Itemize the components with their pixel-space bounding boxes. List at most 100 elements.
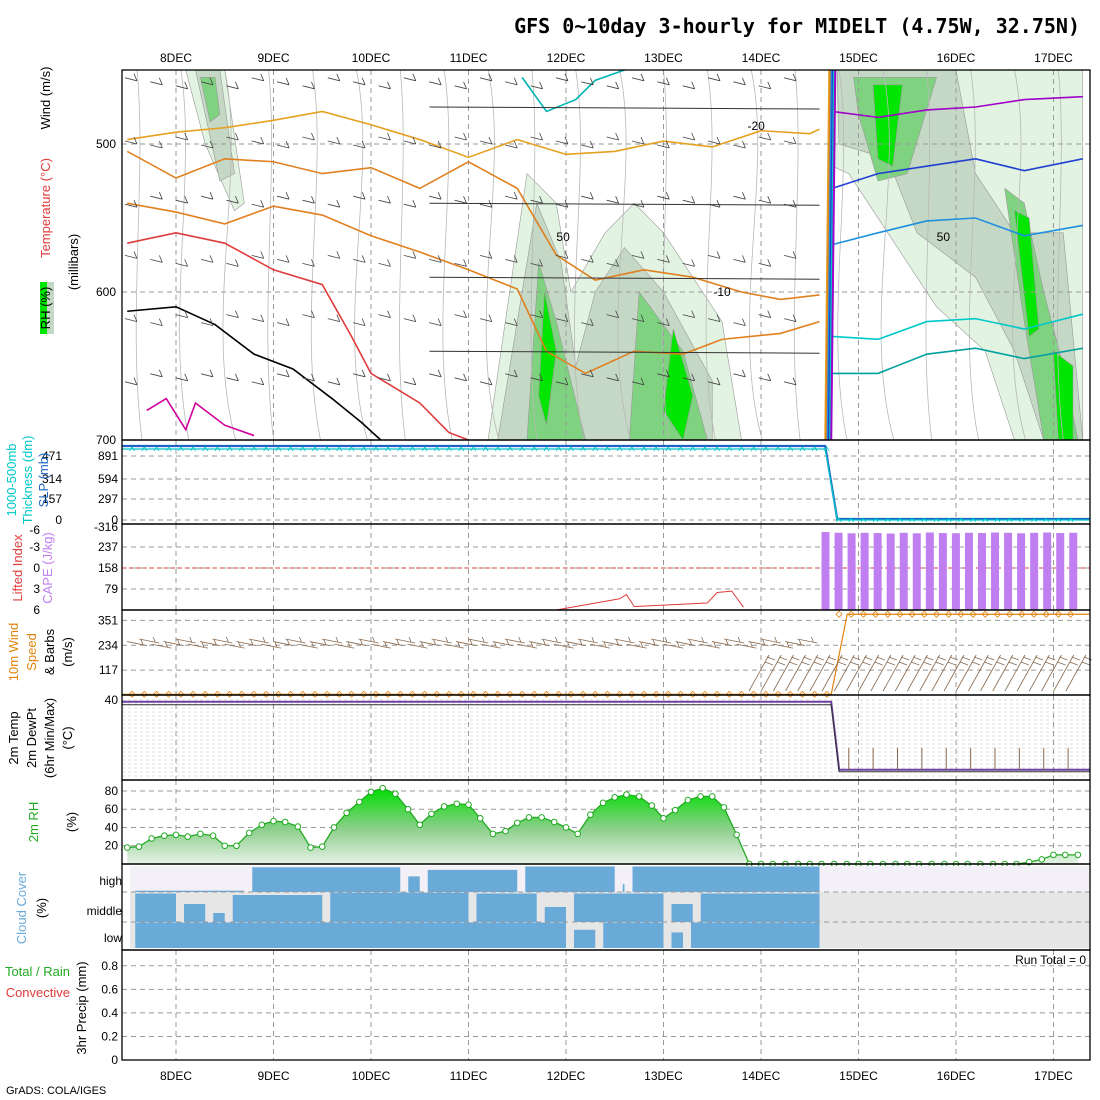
rh-contour-line — [617, 69, 632, 441]
upper-wind-barb — [733, 255, 746, 263]
rh-contour-line — [574, 69, 585, 441]
upper-wind-barb — [784, 251, 797, 259]
upper-wind-shaft — [429, 106, 820, 110]
upper-wind-barb — [403, 251, 417, 259]
temperature-contour — [126, 150, 820, 301]
upper-wind-barb — [403, 73, 417, 82]
precip-axis-label: 3hr Precip (mm) — [74, 961, 89, 1054]
upper-wind-barb — [327, 200, 341, 208]
upper-wind-barb — [454, 310, 467, 318]
rh-point — [221, 842, 229, 850]
wind-speed-marker — [945, 610, 953, 618]
cape-tick-label: 79 — [105, 582, 119, 596]
upper-wind-barb — [555, 136, 569, 145]
upper-wind-barb — [606, 132, 620, 141]
wind-speed-marker — [542, 690, 551, 698]
wind-speed-marker — [1042, 610, 1050, 618]
bottom-day-tick-label: 9DEC — [257, 1069, 289, 1083]
temperature-contour — [832, 95, 1083, 119]
rh-contour-line — [485, 69, 500, 441]
thickness-marker — [787, 446, 794, 452]
lifted-index-tick-label: 0 — [33, 561, 40, 575]
cape-bar — [834, 532, 843, 610]
contour-value-label: -10 — [713, 285, 731, 299]
thickness-marker — [214, 446, 221, 452]
wind-speed-marker — [299, 690, 307, 698]
top-day-tick-label: 13DEC — [644, 51, 683, 65]
thickness-marker — [970, 517, 976, 523]
upper-wind-barb — [327, 136, 341, 145]
wind-speed-marker — [457, 690, 465, 698]
wind-barb-strong — [919, 654, 946, 692]
wind-barb — [151, 641, 172, 649]
cape-bar — [1017, 533, 1026, 610]
rh2m-axis-label: 2m RH — [26, 802, 41, 842]
rh-point — [671, 806, 679, 814]
temperature-contour-step — [829, 69, 836, 441]
axis-labels: RH (%) Temperature (°C) Wind (m/s) (milliba… — [4, 67, 89, 1055]
temperature-contour — [521, 69, 625, 113]
wind-barb — [748, 639, 769, 646]
wind-barb-strong — [907, 654, 934, 692]
upper-wind-barb — [758, 196, 772, 204]
upper-wind-barb — [403, 136, 417, 145]
rh-contour-fill — [1014, 210, 1040, 337]
cloud-cover-block — [232, 895, 323, 922]
cloud-cover-block — [691, 922, 820, 948]
upper-wind-barb — [454, 132, 467, 141]
precip-tick-label: 0.6 — [101, 982, 118, 996]
wind-speed-marker — [908, 610, 916, 618]
thickness-tick-label: 0 — [55, 513, 62, 527]
upper-wind-barb — [505, 140, 518, 149]
top-day-tick-label: 9DEC — [257, 51, 289, 65]
wind-barb — [626, 641, 647, 649]
upper-wind-barb — [353, 140, 366, 149]
thickness-marker — [884, 517, 891, 523]
cape-tick-label: 158 — [98, 561, 118, 575]
upper-wind-barb — [124, 73, 138, 82]
wind-barb — [358, 636, 379, 644]
wind-barb — [455, 639, 477, 646]
thickness-marker — [519, 446, 525, 452]
upper-wind-barb — [353, 369, 366, 378]
temperature-contour-step — [824, 69, 831, 441]
upper-wind-barb — [707, 251, 721, 259]
wind-barb — [675, 639, 696, 646]
upper-wind-barb — [581, 140, 594, 149]
wind-speed-marker — [445, 690, 453, 698]
wind-barb — [212, 636, 233, 644]
cloud-cover-block — [574, 893, 664, 922]
temperature-contour — [831, 157, 1083, 190]
rh-contour-line — [1012, 69, 1026, 441]
wind-speed-marker — [226, 690, 234, 698]
cape-bar — [860, 532, 869, 610]
thickness-tick-label: 314 — [42, 472, 62, 486]
cloud-cover-block — [184, 904, 206, 922]
cape-bar — [991, 532, 1000, 610]
wind-speed-marker — [689, 690, 697, 698]
bottom-day-tick-label: 16DEC — [937, 1069, 976, 1083]
upper-wind-barb — [733, 140, 746, 149]
upper-wind-barb — [150, 192, 163, 200]
upper-wind-barb — [733, 77, 746, 86]
top-day-tick-label: 11DEC — [450, 51, 488, 65]
upper-wind-barb — [124, 136, 138, 145]
wind-speed-marker — [1054, 610, 1062, 618]
thickness-marker — [1018, 517, 1025, 523]
thickness-marker — [312, 446, 318, 452]
wind-barb — [590, 641, 611, 649]
wind-barb — [529, 639, 550, 646]
wind10m-axis-label-1: 10m Wind — [6, 623, 21, 682]
upper-wind-barb — [657, 77, 670, 86]
precip-tick-label: 0.4 — [101, 1006, 118, 1020]
wind-speed-marker — [555, 690, 563, 698]
slp-tick-label: 297 — [98, 492, 118, 506]
rh-point — [562, 824, 570, 831]
rh-point — [697, 793, 704, 800]
upper-wind-barb — [581, 77, 594, 86]
wind-barb — [638, 639, 659, 646]
rh-point — [123, 844, 131, 851]
wind-speed-marker — [713, 690, 721, 698]
slp-axis-label: SLP (mb) — [36, 453, 51, 508]
